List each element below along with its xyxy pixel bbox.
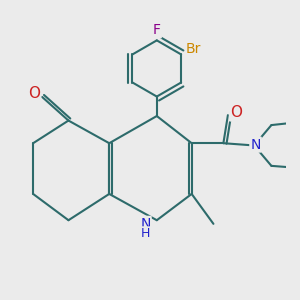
Text: F: F xyxy=(153,23,161,38)
Text: H: H xyxy=(141,227,150,240)
Text: N: N xyxy=(140,217,151,231)
Text: Br: Br xyxy=(186,42,202,56)
Text: N: N xyxy=(250,138,261,152)
Text: O: O xyxy=(230,105,242,120)
Text: O: O xyxy=(28,86,40,101)
